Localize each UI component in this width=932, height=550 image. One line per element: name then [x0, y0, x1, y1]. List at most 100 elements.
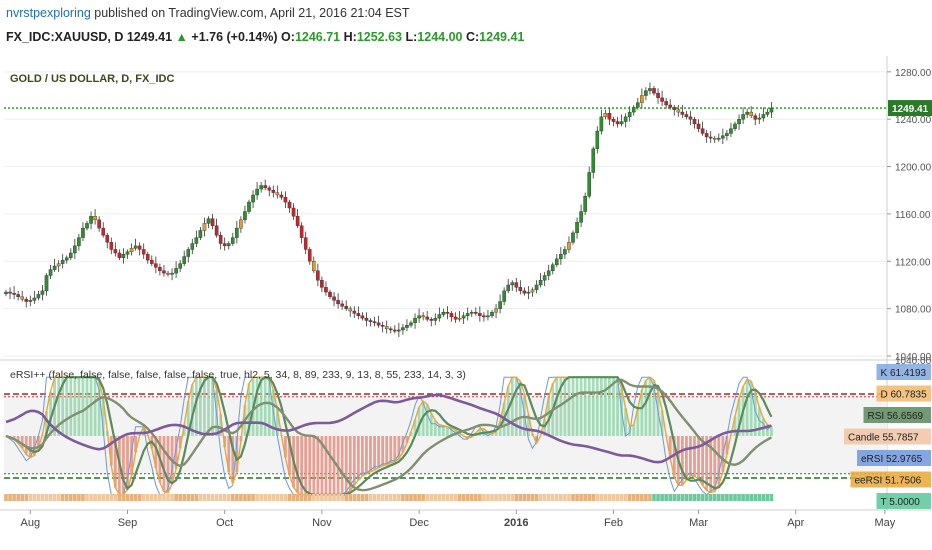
histogram-bar	[486, 431, 490, 436]
histogram-bar	[757, 407, 761, 436]
signal-strip-cell	[457, 494, 462, 501]
candle-body	[401, 327, 405, 331]
time-axis[interactable]: Aug Sep Oct Nov Dec 2016 Feb Mar Apr May	[0, 509, 932, 529]
histogram-bar	[130, 436, 133, 476]
signal-strip-cell	[474, 494, 478, 501]
signal-strip-cell	[490, 494, 494, 501]
signal-strip-cell	[502, 494, 506, 501]
histogram-bar	[587, 377, 591, 436]
signal-strip-cell	[324, 494, 328, 501]
symbol-label[interactable]: FX_IDC:XAUUSD, D	[6, 30, 124, 44]
signal-strip-cell	[231, 494, 235, 501]
chart-background	[0, 56, 932, 550]
candle-body	[563, 249, 567, 255]
signal-strip-cell	[287, 494, 292, 501]
signal-strip-cell	[664, 494, 668, 501]
series-value-tag	[863, 407, 931, 423]
signal-strip-cell	[660, 494, 664, 501]
histogram-bar	[182, 424, 186, 436]
candle-body	[725, 133, 729, 136]
time-tick-label: Feb	[604, 517, 623, 529]
candle-body	[413, 317, 417, 324]
time-tick-label: Nov	[312, 517, 332, 529]
histogram-bar	[466, 436, 470, 439]
candle-body	[247, 201, 251, 212]
chart-canvas[interactable]: 1280.00 1240.00 1200.00 1160.00 1120.00 1080.…	[0, 56, 932, 550]
candle-body	[344, 306, 349, 309]
price-pane[interactable]: 1280.00 1240.00 1200.00 1160.00 1120.00 1080.…	[0, 56, 932, 510]
candle-body	[502, 290, 506, 302]
histogram-bar	[498, 421, 502, 436]
signal-strip-cell	[162, 494, 166, 501]
signal-strip-cell	[320, 494, 324, 501]
candle-body	[166, 272, 170, 275]
candle-body	[239, 219, 243, 229]
signal-strip-cell	[405, 494, 409, 501]
candle-body	[368, 320, 373, 322]
signal-strip-cell	[453, 494, 458, 501]
candle-body	[429, 319, 434, 321]
signal-strip-cell	[397, 494, 401, 501]
signal-strip-cell	[259, 494, 263, 501]
signal-strip-cell	[251, 494, 255, 501]
histogram-bar	[385, 436, 389, 465]
signal-strip-cell	[469, 494, 474, 501]
candle-body	[170, 272, 174, 275]
signal-strip-cell	[567, 494, 571, 501]
candle-body	[81, 227, 85, 238]
candle-body	[271, 190, 276, 193]
candle-body	[307, 249, 312, 262]
candle-body	[388, 328, 393, 331]
time-tick-label: Apr	[787, 517, 804, 529]
histogram-bar	[49, 391, 52, 436]
histogram-bar	[312, 436, 316, 495]
candle-body	[384, 326, 389, 329]
histogram-bar	[126, 436, 129, 490]
candle-body	[567, 242, 571, 250]
candle-body	[328, 291, 332, 297]
close-label: C:	[465, 30, 480, 44]
signal-strip-cell	[295, 494, 300, 501]
candle-body	[255, 188, 259, 196]
candle-body	[510, 282, 515, 286]
signal-strip-cell	[291, 494, 296, 501]
candle-body	[546, 270, 551, 276]
candle-body	[490, 311, 494, 316]
histogram-bar	[608, 377, 611, 436]
candle-body	[494, 308, 498, 313]
histogram-bar	[352, 436, 356, 486]
signal-strip-cell	[125, 494, 130, 501]
candle-body	[393, 329, 397, 332]
signal-strip-cell	[267, 494, 272, 501]
candle-body	[550, 264, 555, 271]
author-link[interactable]: nvrstpexploring	[6, 6, 91, 20]
histogram-bar	[624, 408, 628, 436]
histogram-bar	[37, 436, 40, 448]
signal-strip-cell	[595, 494, 600, 501]
signal-strip-cell	[178, 494, 182, 501]
signal-strip-cell	[550, 494, 555, 501]
signal-strip-cell	[579, 494, 583, 501]
candle-body	[668, 104, 672, 108]
indicator-pane[interactable]: eRSI++ (false, false, false, false, fals…	[4, 356, 932, 509]
signal-strip-cell	[729, 494, 733, 501]
histogram-bar	[745, 379, 749, 436]
histogram-bar	[689, 436, 692, 477]
signal-strip-cell	[429, 494, 434, 501]
histogram-bar	[595, 377, 599, 436]
candle-body	[129, 248, 134, 253]
histogram-bar	[442, 425, 445, 436]
histogram-bar	[324, 436, 328, 495]
indicator-top-label: 1040.00	[895, 356, 932, 367]
time-tick-label: Oct	[216, 517, 233, 529]
histogram-bar	[369, 436, 372, 472]
histogram-bar	[701, 436, 704, 486]
series-value-label: eeRSI 51.7506	[855, 476, 922, 487]
candle-body	[405, 325, 409, 328]
histogram-bar	[393, 436, 397, 462]
signal-strip-cell	[733, 494, 737, 501]
candle-body	[704, 133, 709, 138]
signal-strip-cell	[486, 494, 490, 501]
signal-strip-cell	[530, 494, 535, 501]
signal-strip-cell	[546, 494, 551, 501]
